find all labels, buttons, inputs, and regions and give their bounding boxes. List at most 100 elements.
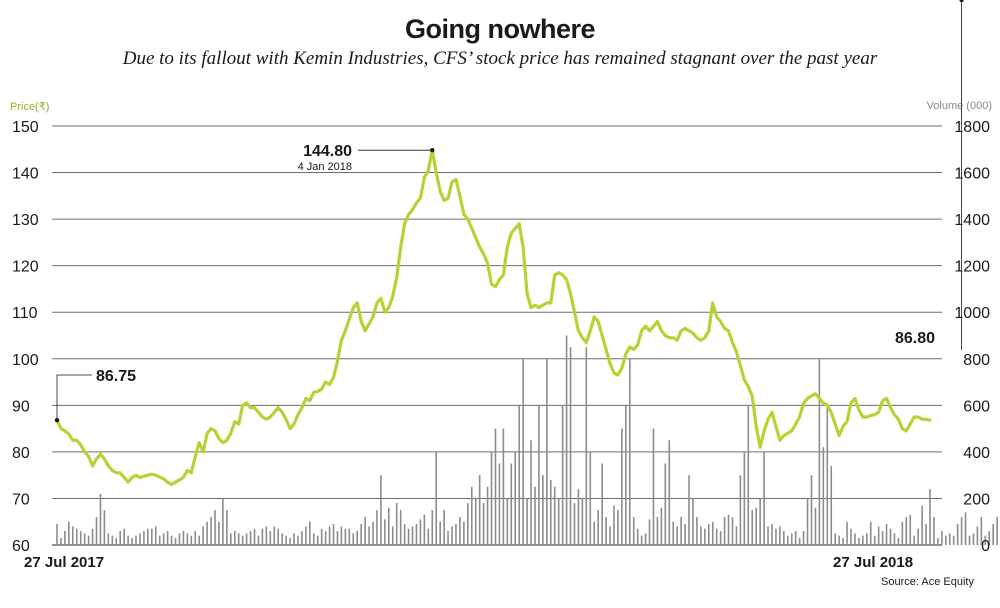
volume-bar [502,428,505,545]
volume-bar [419,519,422,545]
volume-bar [277,528,280,545]
volume-bar [257,535,260,545]
volume-bar [431,510,434,545]
volume-bar [91,528,94,545]
volume-bar [64,531,66,545]
volume-bar [348,528,351,545]
volume-bar [664,463,667,545]
volume-bar [727,514,730,545]
volume-bar [668,440,671,545]
volume-bar [463,521,465,545]
volume-bar [775,528,777,545]
price-line [55,148,932,487]
y-right-tick-label: 600 [963,398,990,415]
annotation-start-leader [56,374,92,421]
volume-bar [719,531,722,545]
y-left-tick-label: 110 [12,305,38,322]
volume-bar [700,526,702,545]
volume-bar [522,358,524,545]
volume-bar [605,517,607,545]
volume-bar [617,510,619,545]
y-right-tick-label: 800 [963,352,990,369]
volume-bar [589,451,592,545]
volume-bar [439,521,441,545]
volume-bar [696,517,698,545]
volume-bar [557,498,560,545]
y-right-tick-label: 1600 [954,166,990,183]
y-left-tick-label: 100 [12,352,39,369]
volume-bar [569,347,572,545]
volume-bar [111,535,114,545]
volume-bar [889,528,892,545]
volume-bar [921,505,923,545]
y-right-tick-label: 1800 [954,119,990,136]
volume-bar [455,524,457,545]
volume-bar [174,538,177,545]
volume-bar [340,526,343,545]
volume-bar [388,507,390,545]
volume-bar [391,526,394,545]
volume-bar [585,347,588,545]
volume-bars [56,335,998,545]
volume-bar [352,533,355,545]
volume-bar [83,533,86,545]
volume-bar [937,538,939,545]
volume-bar [411,526,414,545]
volume-bar [147,528,149,545]
volume-bar [688,475,690,545]
volume-bar [621,428,623,545]
volume-bar [636,528,639,545]
volume-bar [573,503,576,545]
volume-bar [530,440,532,545]
volume-bar [941,531,943,545]
volume-bar [628,358,631,545]
volume-bar [873,535,876,545]
volume-bar [151,528,153,545]
volume-bar [506,498,509,545]
volume-bar [739,475,742,545]
volume-bar [447,531,449,545]
volume-bar [759,498,761,545]
volume-bar [751,510,754,545]
volume-bar [968,535,971,545]
volume-bar [194,531,197,545]
volume-bar [312,533,315,545]
volume-bar [609,526,611,545]
volume-bar [913,535,915,545]
volume-bar [423,514,426,545]
volume-bar [245,533,248,545]
volume-bar [490,451,493,545]
gridlines [52,125,942,546]
volume-bar [992,524,995,545]
volume-bar [735,526,738,545]
volume-bar [684,524,686,545]
volume-bar [237,533,240,545]
volume-bar [281,533,283,545]
volume-bar [644,533,647,545]
annotation-start-value: 86.75 [96,368,136,385]
volume-bar [581,498,584,545]
volume-bar [996,517,998,545]
volume-bar [542,475,544,545]
volume-bar [285,535,287,545]
volume-bar [99,493,102,545]
volume-bar [956,524,959,545]
volume-bar [822,447,825,545]
volume-bar [747,405,750,545]
volume-bar [858,538,860,545]
volume-bar [648,519,651,545]
volume-bar [984,535,987,545]
volume-bar [723,517,726,545]
y-right-tick-label: 400 [963,445,990,462]
volume-bar [945,535,947,545]
source-note: Source: Ace Equity [881,576,974,588]
volume-bar [478,475,481,545]
y-left-tick-label: 150 [12,119,39,136]
volume-bar [660,507,663,545]
volume-bar [95,517,98,545]
volume-bar [470,486,473,545]
volume-bar [933,517,935,545]
y-left-tick-label: 120 [12,259,39,276]
y-right-tick-label: 200 [963,491,990,508]
